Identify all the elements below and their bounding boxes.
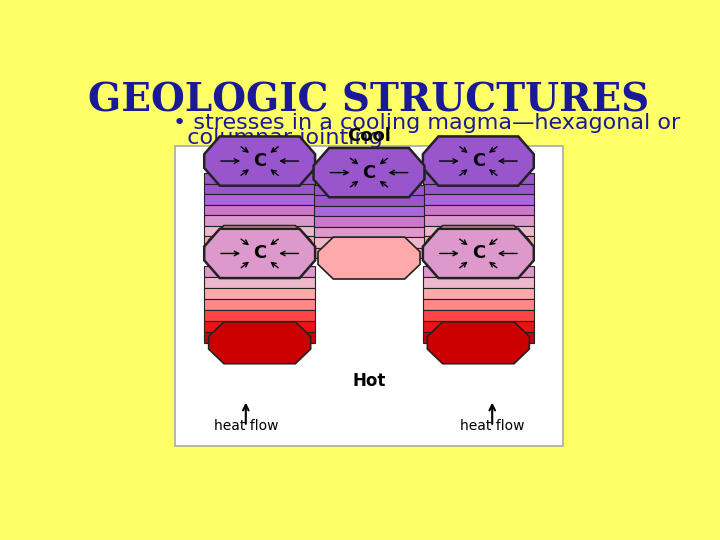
Text: heat flow: heat flow	[214, 419, 278, 433]
Text: Hot: Hot	[352, 372, 386, 390]
Bar	[204, 332, 315, 343]
Text: • stresses in a cooling magma—hexagonal or: • stresses in a cooling magma—hexagonal …	[173, 112, 680, 132]
Bar	[204, 266, 315, 277]
Bar	[423, 266, 534, 277]
Polygon shape	[209, 322, 310, 364]
Bar	[314, 216, 425, 227]
Bar	[423, 226, 534, 236]
Polygon shape	[318, 237, 420, 279]
Polygon shape	[428, 226, 529, 267]
Bar	[423, 184, 534, 194]
Bar	[204, 215, 315, 226]
Bar	[204, 277, 315, 288]
Bar	[314, 206, 425, 217]
Bar	[204, 173, 315, 184]
Text: C: C	[362, 164, 376, 181]
Bar	[423, 215, 534, 226]
Bar	[204, 321, 315, 332]
Polygon shape	[428, 322, 529, 364]
Bar	[314, 195, 425, 206]
Bar	[423, 205, 534, 215]
Bar	[314, 227, 425, 237]
Text: C: C	[253, 152, 266, 170]
Bar	[314, 248, 425, 258]
Bar	[423, 288, 534, 299]
Polygon shape	[423, 229, 534, 278]
Text: C: C	[472, 152, 485, 170]
Bar	[314, 185, 425, 195]
Bar	[423, 299, 534, 310]
Bar	[423, 332, 534, 343]
Bar	[204, 299, 315, 310]
Polygon shape	[204, 137, 315, 186]
Text: Cool: Cool	[347, 127, 391, 145]
Text: columnar jointing: columnar jointing	[173, 128, 382, 148]
Bar	[314, 237, 425, 248]
Bar	[423, 194, 534, 205]
Text: GEOLOGIC STRUCTURES: GEOLOGIC STRUCTURES	[89, 82, 649, 120]
Bar	[204, 205, 315, 215]
Bar	[204, 184, 315, 194]
Bar	[423, 236, 534, 247]
Polygon shape	[423, 137, 534, 186]
Text: heat flow: heat flow	[460, 419, 524, 433]
Bar	[423, 310, 534, 321]
Bar	[204, 236, 315, 247]
Text: C: C	[253, 245, 266, 262]
Bar	[423, 277, 534, 288]
Bar	[423, 321, 534, 332]
Polygon shape	[314, 148, 425, 197]
Text: C: C	[472, 245, 485, 262]
Bar	[423, 173, 534, 184]
Bar	[175, 146, 563, 446]
Bar	[204, 226, 315, 236]
Bar	[204, 194, 315, 205]
Bar	[204, 288, 315, 299]
Bar	[204, 310, 315, 321]
Polygon shape	[204, 229, 315, 278]
Polygon shape	[209, 226, 310, 267]
